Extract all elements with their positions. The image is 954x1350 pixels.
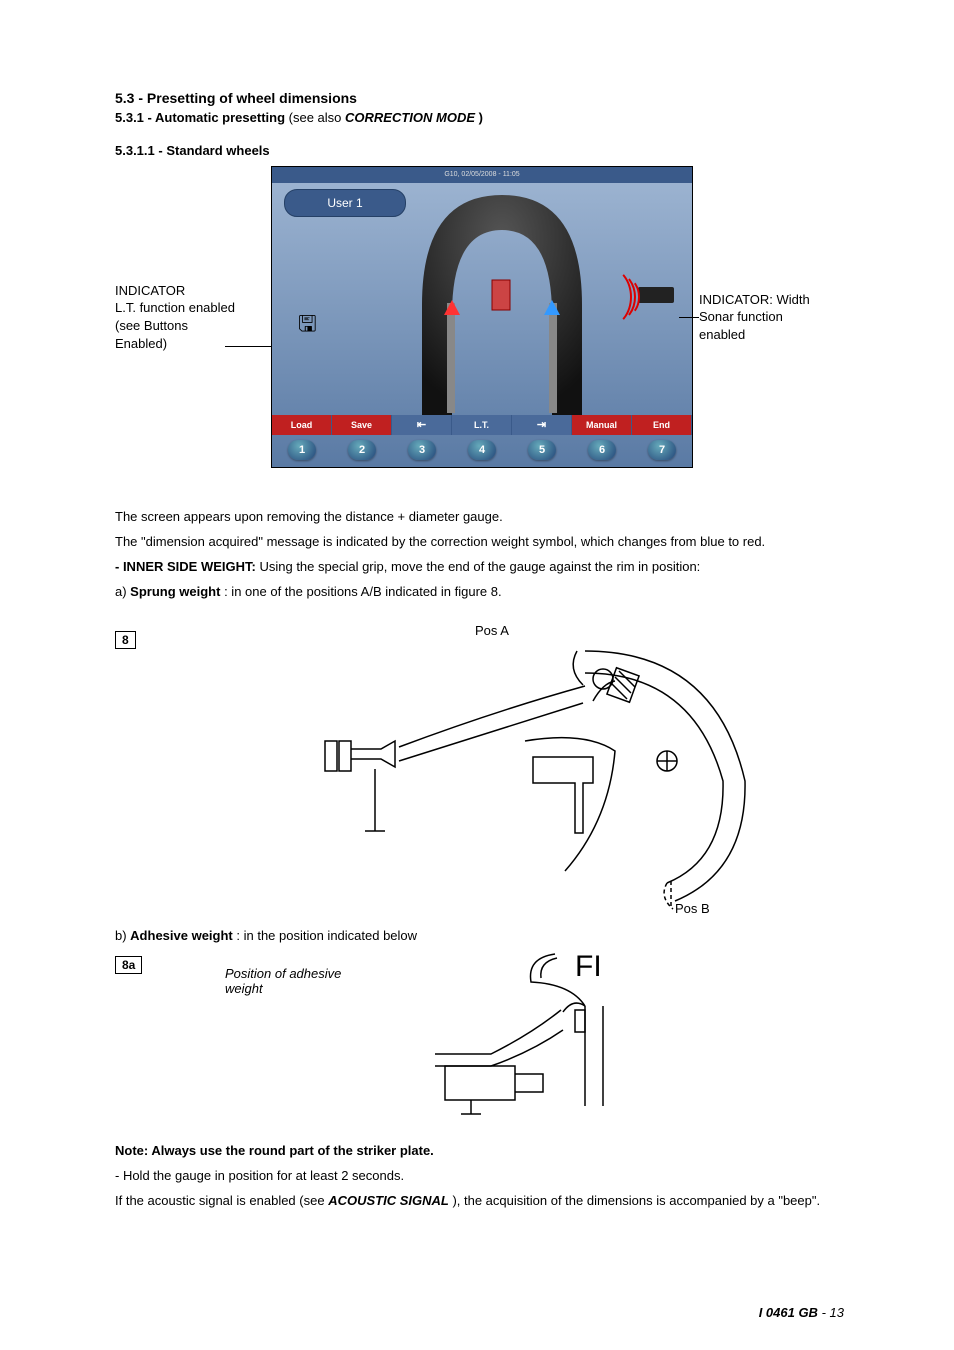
standard-wheels-heading: 5.3.1.1 - Standard wheels: [115, 143, 844, 158]
subsection-number: 5.3.1: [115, 110, 144, 125]
figure-8-wrap: 8 Pos A Pos B: [115, 631, 844, 921]
screenshot-row: INDICATOR L.T. function enabled (see But…: [115, 166, 844, 468]
page-footer: I 0461 GB - 13: [759, 1305, 844, 1320]
subsection-heading: 5.3.1 - Automatic presetting (see also C…: [115, 110, 844, 125]
figure-8a-caption: Position of adhesive weight: [225, 966, 375, 996]
device-screenshot: G10, 02/05/2008 - 11:05 User 1 🖫: [271, 166, 693, 468]
next-icon[interactable]: ⇥: [512, 415, 572, 435]
doc-code: I 0461 GB: [759, 1305, 818, 1320]
figure-8a-number: 8a: [115, 956, 142, 974]
para-4: a) Sprung weight : in one of the positio…: [115, 583, 844, 602]
number-strip: 1 2 3 4 5 6 7: [272, 439, 692, 461]
section-heading: 5.3 - Presetting of wheel dimensions: [115, 90, 844, 106]
manual-button[interactable]: Manual: [572, 415, 632, 435]
acoustic-signal-ref: ACOUSTIC SIGNAL: [328, 1193, 449, 1208]
figure-8a-wrap: 8a Position of adhesive weight FI: [115, 956, 844, 1136]
command-strip: Load Save ⇤ L.T. ⇥ Manual End: [272, 415, 692, 435]
para-b: b) Adhesive weight : in the position ind…: [115, 927, 844, 946]
section-number: 5.3: [115, 90, 134, 106]
subsection-title: Automatic presetting: [155, 110, 285, 125]
section-title: Presetting of wheel dimensions: [147, 90, 357, 106]
num-button-2[interactable]: 2: [348, 440, 376, 460]
correction-mode-ref: CORRECTION MODE: [345, 110, 475, 125]
figure-8a-diagram: [425, 946, 685, 1116]
note-3: If the acoustic signal is enabled (see A…: [115, 1192, 844, 1211]
tire-diagram: [392, 185, 612, 425]
prev-icon[interactable]: ⇤: [392, 415, 452, 435]
user-tab[interactable]: User 1: [284, 189, 406, 217]
para-2: The "dimension acquired" message is indi…: [115, 533, 844, 552]
num-button-4[interactable]: 4: [468, 440, 496, 460]
save-button[interactable]: Save: [332, 415, 392, 435]
para-3: - INNER SIDE WEIGHT: Using the special g…: [115, 558, 844, 577]
indicator-left-callout: INDICATOR L.T. function enabled (see But…: [115, 282, 265, 352]
num-button-5[interactable]: 5: [528, 440, 556, 460]
para-1: The screen appears upon removing the dis…: [115, 508, 844, 527]
sonar-probe-icon: [638, 287, 674, 303]
figure-8-diagram: [315, 631, 775, 911]
figure-8-number: 8: [115, 631, 136, 649]
lt-button[interactable]: L.T.: [452, 415, 512, 435]
note-2: - Hold the gauge in position for at leas…: [115, 1167, 844, 1186]
save-icon: 🖫: [298, 307, 317, 345]
note-1: Note: Always use the round part of the s…: [115, 1142, 844, 1161]
sonar-arc-icon: [582, 266, 632, 328]
end-button[interactable]: End: [632, 415, 692, 435]
sonar-indicator: [592, 275, 674, 315]
indicator-right-callout: INDICATOR: Width Sonar function enabled: [699, 291, 839, 344]
num-button-1[interactable]: 1: [288, 440, 316, 460]
page-number: 13: [830, 1305, 844, 1320]
num-button-7[interactable]: 7: [648, 440, 676, 460]
num-button-6[interactable]: 6: [588, 440, 616, 460]
screenshot-topbar: G10, 02/05/2008 - 11:05: [272, 167, 692, 183]
load-button[interactable]: Load: [272, 415, 332, 435]
num-button-3[interactable]: 3: [408, 440, 436, 460]
